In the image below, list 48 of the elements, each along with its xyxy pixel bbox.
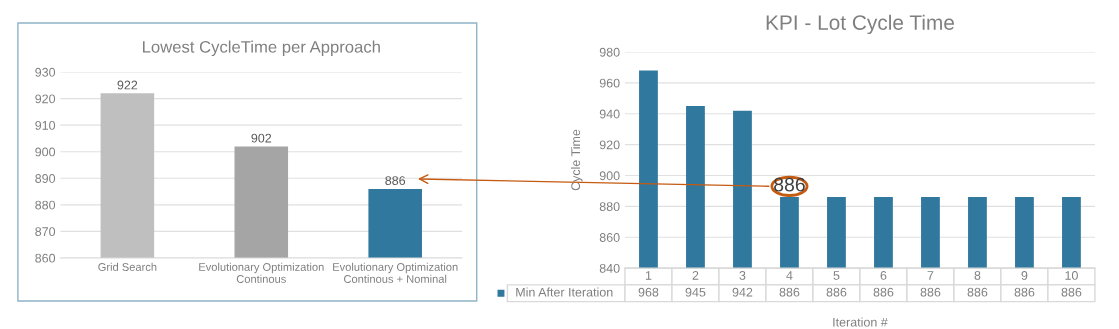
x-tick-label: 9 — [1021, 271, 1028, 280]
y-tick-label: 900 — [599, 171, 620, 181]
data-label: 886 — [967, 287, 988, 297]
x-tick-label: 4 — [786, 271, 793, 280]
data-label: 968 — [638, 287, 659, 297]
y-tick-label: 980 — [599, 47, 620, 57]
y-tick-label: 880 — [599, 202, 620, 212]
x-tick-label: 8 — [974, 271, 981, 280]
chart-title: Lowest CycleTime per Approach — [143, 40, 380, 57]
y-tick-label: 930 — [35, 67, 56, 77]
data-label: 886 — [873, 287, 894, 297]
y-tick-label: 870 — [35, 227, 56, 237]
data-label: 902 — [251, 133, 272, 143]
y-tick-label: 880 — [35, 200, 56, 210]
y-tick-label: 920 — [35, 94, 56, 104]
x-tick-label: 6 — [880, 271, 887, 280]
y-tick-label: 890 — [35, 174, 56, 183]
chart-title: KPI - Lot Cycle Time — [766, 14, 954, 35]
y-tick-label: 840 — [599, 263, 620, 273]
y-tick-label: 960 — [599, 78, 620, 88]
x-tick-label: 7 — [927, 271, 934, 280]
data-label: 886 — [826, 287, 847, 297]
data-label: 886 — [1014, 287, 1035, 297]
x-tick-label: Grid Search — [98, 262, 157, 271]
y-tick-label: 920 — [599, 140, 620, 150]
y-tick-label: 910 — [35, 120, 56, 130]
x-axis-title: Iteration # — [833, 317, 888, 327]
data-label: 945 — [685, 287, 706, 297]
y-tick-label: 860 — [599, 233, 620, 242]
x-tick-label: 10 — [1065, 271, 1078, 280]
y-axis-title: Cycle Time — [570, 129, 583, 191]
x-tick-label: 2 — [692, 271, 699, 280]
x-tick-label: 3 — [739, 271, 746, 280]
data-label: 886 — [385, 176, 406, 186]
data-label: 886 — [779, 287, 800, 297]
data-label: 922 — [117, 80, 138, 90]
y-tick-label: 940 — [599, 109, 620, 119]
x-tick-label: Evolutionary Optimization Continous — [199, 262, 324, 283]
data-label: 886 — [920, 287, 941, 297]
data-label: 942 — [732, 287, 753, 297]
x-tick-label: 1 — [645, 271, 652, 280]
y-tick-label: 860 — [35, 253, 56, 263]
annotation: 886 — [774, 177, 805, 192]
data-label: 886 — [1061, 287, 1082, 297]
x-tick-label: Evolutionary Optimization Continous + Nominal — [333, 262, 458, 283]
legend-label: Min After Iteration — [516, 287, 613, 297]
y-tick-label: 900 — [35, 147, 56, 157]
x-tick-label: 5 — [833, 271, 840, 280]
